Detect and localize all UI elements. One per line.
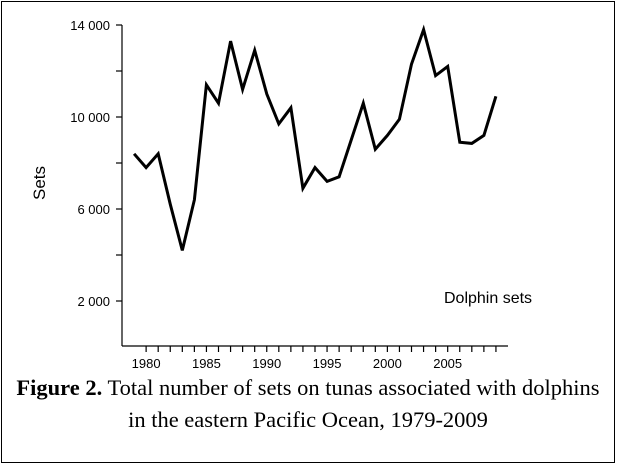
x-tick-label-1985: 1985 — [192, 356, 221, 371]
x-axis-ticks: 1980 1985 1990 1995 2000 2005 — [132, 346, 497, 371]
y-tick-label-6000: 6 000 — [77, 202, 110, 217]
x-tick-label-1980: 1980 — [132, 356, 161, 371]
y-axis-ticks: 2 000 6 000 10 000 14 000 — [70, 18, 122, 309]
series-group — [132, 24, 498, 251]
y-tick-label-10000: 10 000 — [70, 110, 110, 125]
y-tick-label-2000: 2 000 — [77, 294, 110, 309]
caption-text: Total number of sets on tunas associated… — [102, 375, 600, 432]
y-tick-label-14000: 14 000 — [70, 18, 110, 33]
x-tick-label-2000: 2000 — [373, 356, 402, 371]
x-tick-label-1990: 1990 — [252, 356, 281, 371]
series-line-0 — [132, 24, 498, 251]
x-tick-label-1995: 1995 — [313, 356, 342, 371]
caption-label: Figure 2. — [16, 375, 103, 400]
figure-caption: Figure 2. Total number of sets on tunas … — [10, 372, 606, 436]
series-annotation: Dolphin sets — [444, 290, 532, 307]
y-axis-label: Sets — [30, 166, 49, 200]
x-tick-label-2005: 2005 — [433, 356, 462, 371]
